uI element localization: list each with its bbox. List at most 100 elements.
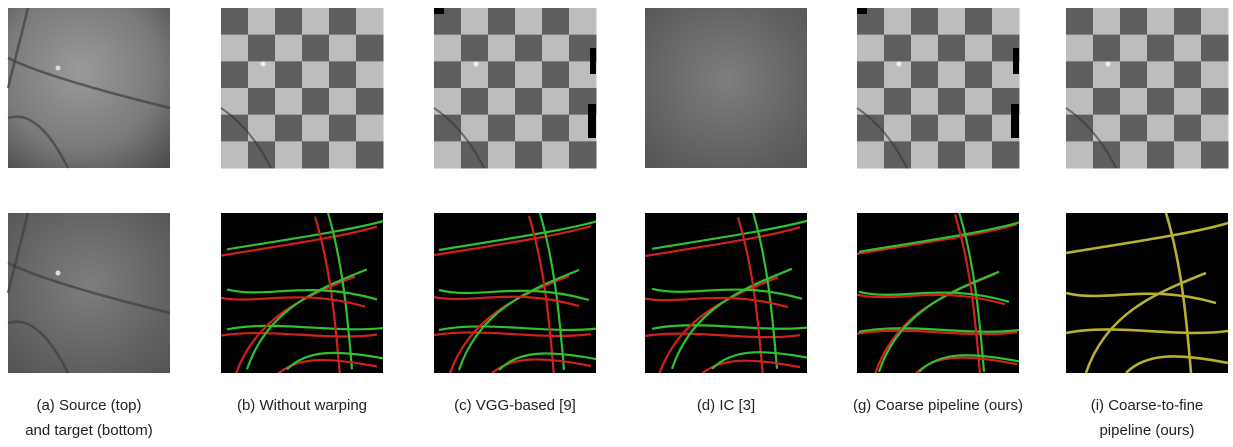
- bright-spot: [897, 62, 902, 67]
- checker-cell: [1174, 8, 1202, 35]
- checker-cell: [938, 8, 966, 35]
- checker-cell: [488, 88, 516, 115]
- checker-cell: [965, 88, 993, 115]
- checker-cell: [884, 35, 912, 62]
- caption: (g) Coarse pipeline (ours): [853, 397, 1023, 414]
- checker-cell: [488, 115, 516, 142]
- checker-cell: [911, 88, 939, 115]
- checker-cell: [1120, 88, 1148, 115]
- checker-cell: [992, 8, 1020, 35]
- checker-cell: [1201, 141, 1229, 168]
- warped-image: [645, 8, 807, 168]
- checker-cell: [275, 141, 303, 168]
- checker-cell: [992, 141, 1020, 168]
- checker-cell: [542, 35, 570, 62]
- checker-cell: [1201, 88, 1229, 115]
- checker-cell: [356, 88, 384, 115]
- checker-cell: [1174, 35, 1202, 62]
- checker-cell: [857, 61, 885, 88]
- checker-cell: [965, 8, 993, 35]
- checker-cell: [1066, 141, 1094, 168]
- checker-cell: [1120, 35, 1148, 62]
- caption: (i) Coarse-to-fine: [1091, 397, 1204, 414]
- bright-spot: [261, 62, 266, 67]
- checker-cell: [275, 35, 303, 62]
- checker-cell: [965, 61, 993, 88]
- checker-cell: [1174, 115, 1202, 142]
- checker-cell: [515, 88, 543, 115]
- checker-cell: [911, 35, 939, 62]
- checker-cell: [515, 8, 543, 35]
- checker-cell: [329, 35, 357, 62]
- checker-cell: [329, 88, 357, 115]
- checker-cell: [1120, 141, 1148, 168]
- checker-cell: [275, 115, 303, 142]
- checker-cell: [1120, 115, 1148, 142]
- checker-cell: [857, 141, 885, 168]
- warp-gap: [857, 8, 867, 14]
- checker-cell: [302, 61, 330, 88]
- checker-cell: [911, 8, 939, 35]
- checker-cell: [275, 88, 303, 115]
- checker-cell: [938, 35, 966, 62]
- checker-cell: [1120, 8, 1148, 35]
- checker-cell: [248, 35, 276, 62]
- checker-cell: [461, 35, 489, 62]
- checker-cell: [302, 8, 330, 35]
- checker-cell: [488, 8, 516, 35]
- checker-cell: [221, 8, 249, 35]
- checker-cell: [884, 141, 912, 168]
- checker-cell: [488, 61, 516, 88]
- warp-gap: [434, 8, 444, 14]
- checker-cell: [515, 61, 543, 88]
- checker-cell: [965, 35, 993, 62]
- checker-cell: [329, 8, 357, 35]
- checker-cell: [569, 141, 597, 168]
- checker-cell: [542, 141, 570, 168]
- checker-cell: [302, 35, 330, 62]
- checker-cell: [1120, 61, 1148, 88]
- checker-cell: [302, 115, 330, 142]
- checker-cell: [356, 115, 384, 142]
- checker-cell: [938, 88, 966, 115]
- checker-cell: [1147, 35, 1175, 62]
- checker-cell: [1066, 8, 1094, 35]
- retina-image: [8, 8, 170, 168]
- checker-cell: [911, 61, 939, 88]
- checker-cell: [356, 8, 384, 35]
- checker-cell: [911, 141, 939, 168]
- bright-spot: [56, 66, 61, 71]
- checker-cell: [515, 141, 543, 168]
- bright-spot: [474, 62, 479, 67]
- checker-cell: [1147, 8, 1175, 35]
- figure-column: (c) VGG-based [9]: [429, 8, 601, 414]
- checker-cell: [1093, 35, 1121, 62]
- figure-column: (d) IC [3]: [638, 8, 814, 414]
- checker-cell: [461, 141, 489, 168]
- checker-cell: [434, 61, 462, 88]
- warp-gap: [1011, 104, 1019, 138]
- checker-cell: [356, 141, 384, 168]
- checker-cell: [434, 35, 462, 62]
- checker-cell: [1147, 88, 1175, 115]
- checker-cell: [248, 8, 276, 35]
- checker-cell: [1093, 8, 1121, 35]
- checker-cell: [1066, 61, 1094, 88]
- figure-column: (a) Source (top)and target (bottom): [8, 8, 170, 439]
- checker-cell: [938, 115, 966, 142]
- checker-cell: [1201, 8, 1229, 35]
- checker-cell: [938, 61, 966, 88]
- checker-cell: [911, 115, 939, 142]
- figure-column: (i) Coarse-to-fine pipeline (ours): [1066, 8, 1229, 439]
- figure: (a) Source (top)and target (bottom)(b) W…: [0, 0, 1233, 447]
- checker-cell: [1201, 61, 1229, 88]
- checker-cell: [488, 141, 516, 168]
- checker-cell: [1201, 35, 1229, 62]
- caption: (d) IC [3]: [697, 397, 755, 414]
- checker-cell: [461, 88, 489, 115]
- checker-cell: [1147, 115, 1175, 142]
- checker-cell: [542, 8, 570, 35]
- checker-cell: [1174, 141, 1202, 168]
- caption: pipeline (ours): [1099, 422, 1194, 439]
- checker-cell: [302, 88, 330, 115]
